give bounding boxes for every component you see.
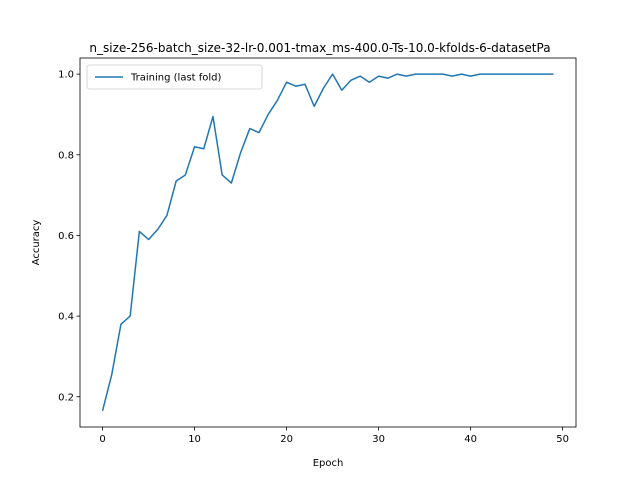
legend: Training (last fold): [86, 64, 263, 90]
y-tick-label: 1.0: [58, 70, 74, 81]
y-axis-label: Accuracy: [31, 220, 42, 266]
x-tick-label: 0: [99, 434, 105, 445]
y-axis: 0.2 0.4 0.6 0.8 1.0: [58, 70, 80, 403]
legend-entry-label: Training (last fold): [130, 73, 222, 84]
y-tick-label: 0.8: [58, 150, 74, 161]
x-axis-label: Epoch: [313, 458, 344, 469]
y-tick-label: 0.6: [58, 231, 74, 242]
x-tick-label: 30: [372, 434, 385, 445]
y-tick-label: 0.4: [58, 312, 74, 323]
chart-title: n_size-256-batch_size-32-lr-0.001-tmax_m…: [89, 41, 550, 55]
plot-area: [101, 73, 554, 412]
x-tick-label: 40: [464, 434, 477, 445]
legend-box: [86, 64, 263, 90]
series-line: [101, 73, 554, 412]
y-tick-label: 0.2: [58, 392, 74, 403]
x-tick-label: 20: [280, 434, 293, 445]
x-tick-label: 50: [556, 434, 569, 445]
x-axis: 0 10 20 30 40 50: [99, 427, 569, 445]
plot-frame: [79, 57, 577, 428]
x-tick-label: 10: [188, 434, 201, 445]
